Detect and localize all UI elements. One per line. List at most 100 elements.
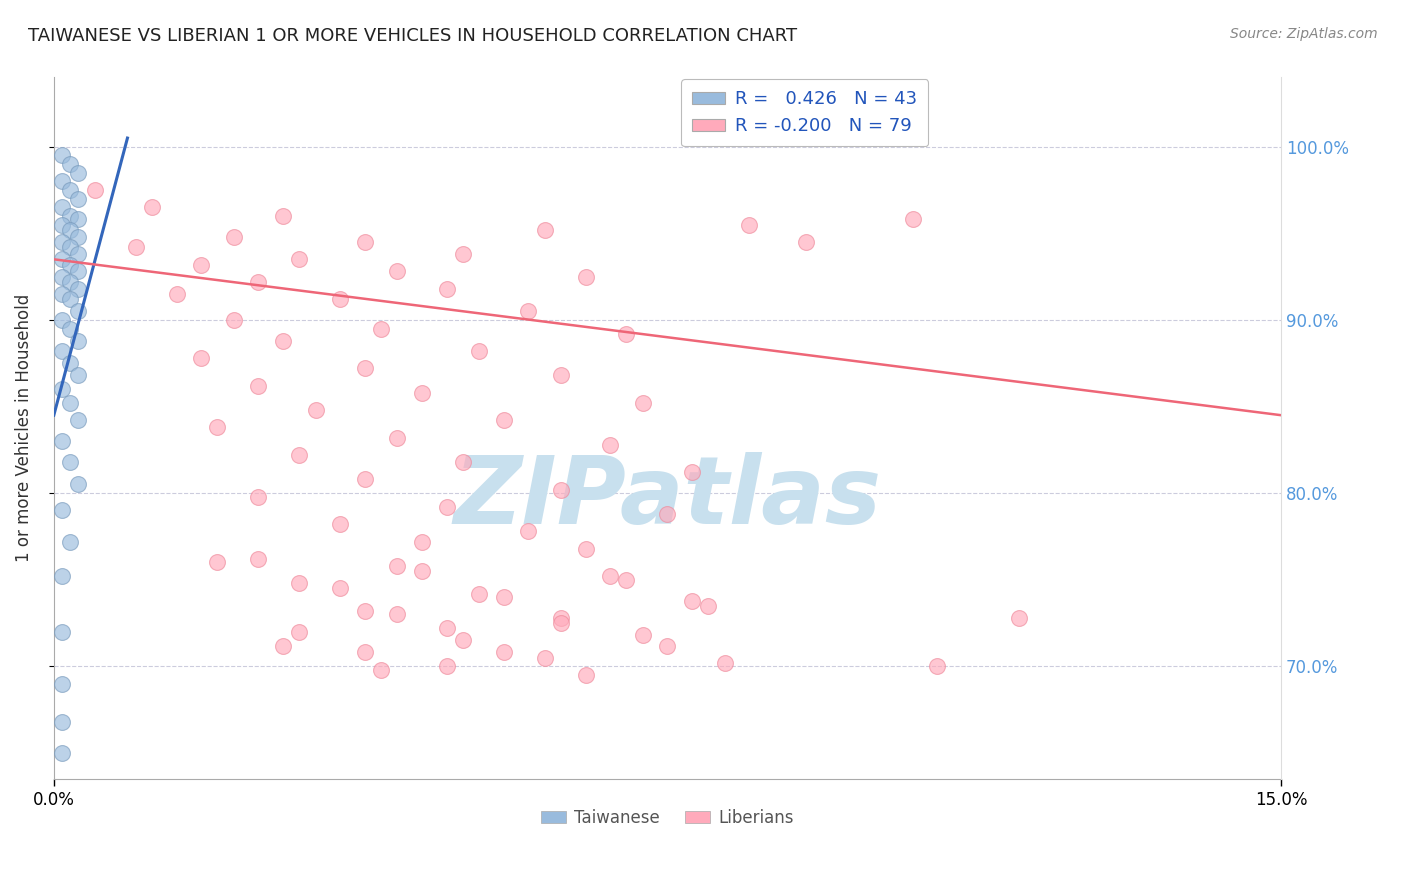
Point [51,344,73,359]
Point [247,378,270,392]
Point [353,235,375,249]
Point [67,212,90,227]
Point [492,645,515,659]
Point [67,166,90,180]
Point [517,304,540,318]
Point [329,582,352,596]
Point [124,240,146,254]
Point [901,212,924,227]
Text: TAIWANESE VS LIBERIAN 1 OR MORE VEHICLES IN HOUSEHOLD CORRELATION CHART: TAIWANESE VS LIBERIAN 1 OR MORE VEHICLES… [28,27,797,45]
Point [59,209,82,223]
Point [387,558,409,573]
Point [51,252,73,267]
Point [329,517,352,532]
Point [59,534,82,549]
Point [51,287,73,301]
Point [288,448,311,462]
Point [657,507,679,521]
Point [631,396,654,410]
Point [59,356,82,370]
Point [67,304,90,318]
Point [51,174,73,188]
Point [51,218,73,232]
Point [681,466,703,480]
Point [59,240,82,254]
Point [451,455,474,469]
Point [288,576,311,591]
Point [370,663,392,677]
Point [83,183,105,197]
Text: Source: ZipAtlas.com: Source: ZipAtlas.com [1230,27,1378,41]
Point [247,552,270,566]
Point [657,639,679,653]
Point [387,607,409,622]
Point [51,569,73,583]
Point [616,326,638,341]
Point [713,656,735,670]
Point [51,676,73,690]
Point [353,604,375,618]
Point [288,252,311,267]
Point [271,639,294,653]
Point [387,431,409,445]
Point [616,573,638,587]
Point [550,483,572,497]
Point [599,569,621,583]
Point [247,275,270,289]
Point [51,382,73,396]
Point [247,490,270,504]
Point [271,209,294,223]
Point [51,200,73,214]
Point [533,650,555,665]
Point [51,624,73,639]
Point [436,282,458,296]
Point [353,472,375,486]
Point [550,611,572,625]
Point [353,361,375,376]
Point [271,334,294,348]
Point [492,413,515,427]
Point [51,714,73,729]
Point [190,351,212,365]
Point [67,229,90,244]
Point [353,645,375,659]
Point [67,264,90,278]
Point [67,334,90,348]
Point [67,192,90,206]
Point [51,313,73,327]
Point [67,477,90,491]
Point [796,235,818,249]
Point [207,556,229,570]
Point [207,420,229,434]
Point [574,541,596,556]
Point [51,235,73,249]
Point [599,437,621,451]
Point [59,223,82,237]
Point [468,344,491,359]
Point [411,534,433,549]
Point [370,321,392,335]
Point [411,385,433,400]
Point [329,292,352,306]
Point [59,396,82,410]
Point [451,633,474,648]
Point [141,200,163,214]
Point [436,500,458,514]
Point [67,282,90,296]
Point [550,368,572,383]
Point [59,321,82,335]
Point [51,148,73,162]
Point [67,368,90,383]
Point [436,659,458,673]
Text: ZIPatlas: ZIPatlas [453,452,882,544]
Point [492,590,515,604]
Point [59,292,82,306]
Y-axis label: 1 or more Vehicles in Household: 1 or more Vehicles in Household [15,294,32,562]
Point [451,247,474,261]
Point [166,287,188,301]
Point [927,659,949,673]
Point [738,218,761,232]
Point [288,624,311,639]
Point [574,668,596,682]
Point [533,223,555,237]
